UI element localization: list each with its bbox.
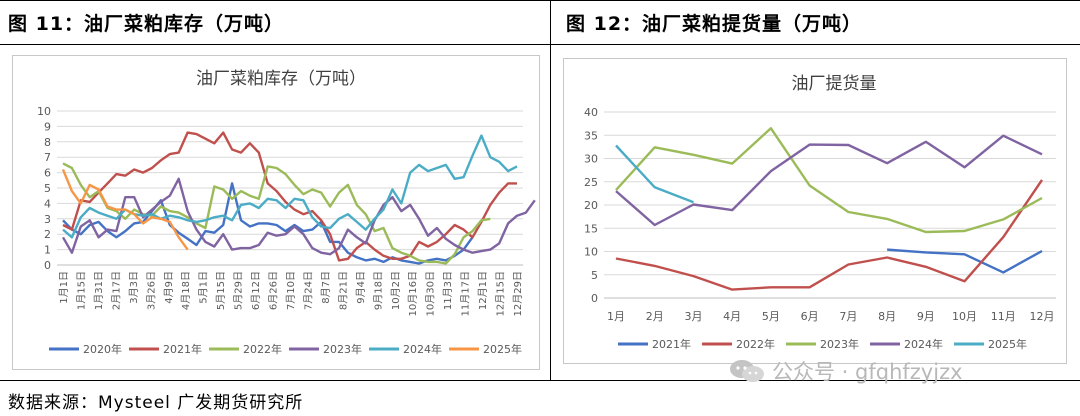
- series-line-2022年: [62, 162, 491, 265]
- x-tick-label: 1月15日: [75, 271, 87, 310]
- x-tick-label: 5月15日: [215, 271, 227, 310]
- x-tick-label: 9月: [917, 310, 935, 323]
- series-line-2025年: [61, 169, 189, 251]
- y-tick-label: 35: [584, 129, 598, 142]
- x-tick-label: 3月3日: [128, 271, 140, 304]
- x-tick-label: 4月: [723, 310, 741, 323]
- x-tick-label: 6月12日: [250, 271, 262, 310]
- legend-label: 2024年: [904, 337, 943, 351]
- x-tick-label: 7月: [839, 310, 857, 323]
- x-tick-label: 7月24日: [302, 271, 314, 310]
- series-line-2021年: [62, 131, 517, 262]
- y-tick-label: 5: [591, 269, 598, 282]
- legend-label: 2021年: [652, 337, 691, 351]
- watermark-text: 公众号 · gfqhfzyjzx: [772, 360, 963, 384]
- chart-title: 油厂菜粕库存（万吨）: [196, 69, 366, 89]
- x-tick-label: 8月: [878, 310, 896, 323]
- y-tick-label: 7: [44, 151, 51, 164]
- series-line-2020年: [62, 182, 474, 265]
- y-tick-label: 2: [44, 228, 51, 241]
- x-tick-label: 6月: [801, 310, 819, 323]
- y-tick-label: 3: [44, 213, 51, 226]
- legend-label: 2020年: [83, 342, 122, 356]
- y-tick-label: 10: [37, 105, 51, 118]
- y-tick-label: 20: [584, 199, 598, 212]
- x-tick-label: 10月2日: [390, 271, 402, 310]
- legend-label: 2021年: [163, 342, 202, 356]
- series-line-2025年: [615, 144, 694, 204]
- x-tick-label: 3月26日: [145, 271, 157, 310]
- legend-label: 2025年: [988, 337, 1027, 351]
- bottom-rule: [0, 380, 1080, 381]
- y-tick-label: 9: [44, 120, 51, 133]
- top-rule: [0, 0, 1080, 1]
- y-tick-label: 0: [44, 259, 51, 272]
- legend-label: 2024年: [403, 342, 442, 356]
- right-chart-frame: 油厂提货量 0 5 10 15 20 25 30 35 40 1月 2月 3月 4月 5月 6月 7月 8月 9月 1…: [563, 58, 1067, 364]
- x-tick-label: 1月: [607, 310, 625, 323]
- legend-label: 2023年: [820, 337, 859, 351]
- y-tick-label: 30: [584, 153, 598, 166]
- legend-label: 2022年: [243, 342, 282, 356]
- y-tick-label: 15: [584, 222, 598, 235]
- x-tick-label: 10月16日: [407, 271, 419, 316]
- left-chart-frame: 油厂菜粕库存（万吨） 0 1 2 3 4 5 6 7 8 9 10 1月1日 1月15日 1月31日 2月17…: [12, 55, 540, 370]
- x-tick-label: 8月21日: [337, 271, 349, 310]
- x-tick-label: 10月: [952, 310, 977, 323]
- center-divider: [550, 0, 551, 381]
- x-tick-label: 11月: [991, 310, 1016, 323]
- x-tick-label: 4月9日: [163, 271, 175, 304]
- left-figure-title: 图 11：油厂菜粕库存（万吨）: [8, 12, 285, 35]
- series-line-2023年: [615, 127, 1043, 234]
- header-rule: [0, 44, 1080, 45]
- y-tick-label: 40: [584, 106, 598, 119]
- y-tick-label: 4: [44, 197, 51, 210]
- x-tick-label: 2月: [646, 310, 664, 323]
- x-tick-label: 12月: [1030, 310, 1055, 323]
- x-tick-label: 12月29日: [512, 271, 524, 316]
- y-tick-label: 25: [584, 176, 598, 189]
- series-line-2023年: [61, 177, 536, 256]
- x-tick-label: 3月: [684, 310, 702, 323]
- chart-title: 油厂提货量: [792, 74, 877, 94]
- x-tick-label: 5月: [762, 310, 780, 323]
- right-figure-title: 图 12：油厂菜粕提货量（万吨）: [566, 12, 863, 35]
- x-tick-label: 7月10日: [285, 271, 297, 310]
- y-tick-label: 8: [44, 136, 51, 149]
- x-tick-label: 9月4日: [355, 271, 367, 304]
- y-tick-label: 5: [44, 182, 51, 195]
- x-tick-label: 1月1日: [58, 271, 70, 304]
- y-tick-label: 6: [44, 167, 51, 180]
- x-tick-label: 10月30日: [425, 271, 437, 316]
- x-tick-label: 5月29日: [233, 271, 245, 310]
- series-line-2022年: [615, 179, 1043, 291]
- x-tick-label: 12月15日: [495, 271, 507, 316]
- x-tick-label: 8月7日: [320, 271, 332, 304]
- pickup-chart: 油厂提货量 0 5 10 15 20 25 30 35 40 1月 2月 3月 4月 5月 6月 7月 8月 9月 1…: [584, 74, 1056, 351]
- watermark: 公众号 · gfqhfzyjzx: [728, 356, 963, 386]
- x-tick-label: 6月26日: [268, 271, 280, 310]
- x-tick-label: 2月17日: [110, 271, 122, 310]
- y-tick-label: 10: [584, 246, 598, 259]
- y-tick-label: 0: [591, 292, 598, 305]
- data-source: 数据来源：Mysteel 广发期货研究所: [8, 393, 304, 413]
- legend-label: 2022年: [736, 337, 775, 351]
- x-tick-label: 5月1日: [198, 271, 210, 304]
- series-line-2021年: [887, 248, 1043, 274]
- series-line-2024年: [615, 134, 1043, 227]
- x-tick-label: 11月17日: [460, 271, 472, 316]
- x-tick-label: 4月18日: [180, 271, 192, 310]
- y-tick-label: 1: [44, 244, 51, 257]
- x-tick-label: 9月18日: [372, 271, 384, 310]
- wechat-icon: [728, 358, 766, 384]
- inventory-chart: 油厂菜粕库存（万吨） 0 1 2 3 4 5 6 7 8 9 10 1月1日 1月15日 1月31日 2月17…: [37, 69, 536, 356]
- legend-label: 2023年: [323, 342, 362, 356]
- legend-label: 2025年: [483, 342, 522, 356]
- x-tick-label: 11月3日: [442, 271, 454, 310]
- x-tick-label: 1月31日: [93, 271, 105, 310]
- x-tick-label: 12月1日: [477, 271, 489, 310]
- series-line-2024年: [62, 134, 518, 239]
